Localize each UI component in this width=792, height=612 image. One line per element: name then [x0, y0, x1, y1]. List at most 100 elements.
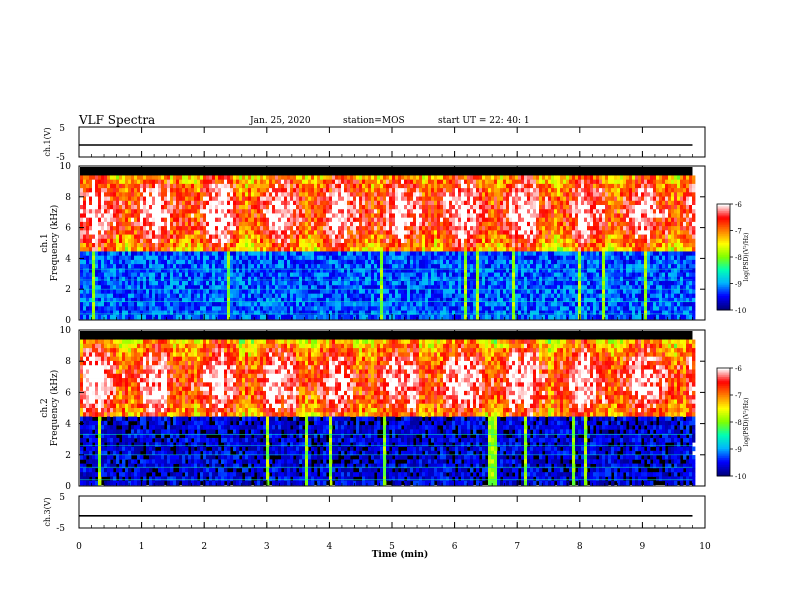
ch1-spectrogram-cell [206, 217, 210, 223]
ch1-spectrogram-cell [482, 192, 486, 197]
ch1-spectrogram-cell [275, 251, 279, 257]
ch1-spectrogram-cell [413, 179, 417, 185]
ch1-spectrogram-cell [230, 302, 234, 307]
ch1-spectrogram-cell [236, 293, 240, 299]
ch1-spectrogram-cell [188, 276, 192, 282]
ch1-spectrogram-cell [308, 196, 312, 202]
ch1-spectrogram-cell [503, 310, 507, 316]
ch1-spectrogram-cell [362, 196, 366, 202]
ch1-spectrogram-cell [176, 272, 180, 278]
ch1-spectrogram-cell [215, 310, 219, 316]
ch1-spectrogram-cell [278, 179, 282, 185]
ch1-spectrogram-cell [260, 281, 264, 286]
ch1-spectrogram-cell [197, 230, 201, 235]
ch1-spectrogram-cell [512, 243, 516, 248]
ch1-spectrogram-cell [218, 247, 222, 252]
ch1-spectrogram-cell [209, 217, 213, 223]
ch1-spectrogram-cell [395, 259, 399, 265]
ch1-spectrogram-cell [161, 264, 165, 269]
ch1-spectrogram-cell [107, 302, 111, 307]
ch1-spectrogram-cell [269, 314, 273, 320]
ch1-spectrogram-cell [470, 306, 474, 311]
ch1-spectrogram-cell [476, 272, 480, 278]
ch1-spectrogram-cell [398, 289, 402, 295]
ch1-spectrogram-cell [350, 302, 354, 307]
ch1-spectrogram-cell [329, 221, 333, 227]
ch1-spectrogram-cell [266, 255, 270, 261]
ch1-spectrogram-cell [467, 259, 471, 265]
ch1-spectrogram-cell [512, 276, 516, 282]
ch1-spectrogram-cell [230, 196, 234, 202]
ch1-spectrogram-cell [185, 268, 189, 273]
ch1-spectrogram-cell [467, 276, 471, 282]
ch1-spectrogram-cell [323, 276, 327, 282]
ch1-spectrogram-cell [437, 289, 441, 295]
ch1-spectrogram-cell [431, 314, 435, 320]
ch1-spectrogram-cell [359, 289, 363, 295]
ch1-spectrogram-cell [404, 217, 408, 223]
ch1-spectrogram-cell [347, 179, 351, 185]
ch1-spectrogram-cell [497, 264, 501, 269]
ch1-spectrogram-cell [212, 302, 216, 307]
ch1-spectrogram-cell [131, 230, 135, 235]
ch1-spectrogram-cell [86, 289, 90, 295]
ch1-spectrogram-cell [83, 293, 87, 299]
ch1-spectrogram-cell [260, 306, 264, 311]
ch1-spectrogram-cell [308, 234, 312, 240]
ch1-spectrogram-cell [374, 183, 378, 189]
ch1-spectrogram-cell [311, 183, 315, 189]
ch1-spectrogram-cell [392, 285, 396, 290]
ch1-spectrogram-cell [332, 259, 336, 265]
ch1-spectrogram-cell [209, 200, 213, 206]
ch1-spectrogram-cell [353, 179, 357, 185]
ch1-spectrogram-cell [155, 293, 159, 299]
ch1-spectrogram-cell [233, 272, 237, 278]
ch1-spectrogram-cell [194, 293, 198, 299]
ch1-spectrogram-cell [125, 297, 129, 303]
ch1-spectrogram-cell [482, 276, 486, 282]
ch1-spectrogram-cell [326, 306, 330, 311]
ch1-spectrogram-cell [107, 179, 111, 185]
ch1-spectrogram-cell [275, 179, 279, 185]
ch1-spectrogram-cell [134, 314, 138, 320]
ch1-spectrogram-cell [317, 213, 321, 219]
ch1-spectrogram-cell [311, 272, 315, 278]
ch1-spectrogram-cell [464, 175, 468, 181]
ch1-spectrogram-cell [401, 306, 405, 311]
ch1-spectrogram-cell [485, 238, 489, 244]
ch1-spectrogram-cell [497, 230, 501, 235]
ch1-spectrogram-cell [224, 243, 228, 248]
ch1-spectrogram-cell [122, 293, 126, 299]
ch1-spectrogram-cell [392, 310, 396, 316]
ch1-spectrogram-cell [284, 306, 288, 311]
ch1-spectrogram-cell [263, 255, 267, 261]
ch1-spectrogram-cell [320, 196, 324, 202]
ch1-spectrogram-cell [326, 259, 330, 265]
ch1-spectrogram-cell [311, 221, 315, 227]
ch1-spectrogram-cell [128, 226, 132, 231]
ch1-spectrogram-cell [455, 255, 459, 261]
ch1-spectrogram-cell [275, 213, 279, 219]
ch1-spectrogram-cell [248, 192, 252, 197]
ch1-spectrogram-cell [335, 293, 339, 299]
ch1-spectrogram-cell [389, 264, 393, 269]
ch1-spectrogram-cell [497, 213, 501, 219]
ch1-spectrogram-cell [83, 302, 87, 307]
ch1-spectrogram-cell [179, 293, 183, 299]
ch1-spectrogram-cell [272, 188, 276, 193]
ch1-spectrogram-cell [221, 230, 225, 235]
ch1-spectrogram-cell [89, 175, 93, 181]
ch1-spectrogram-cell [266, 247, 270, 252]
ch1-spectrogram-cell [425, 238, 429, 244]
ch1-spectrogram-cell [482, 213, 486, 219]
ch1-spectrogram-cell [107, 200, 111, 206]
ch1-spectrogram-cell [479, 289, 483, 295]
ch1-spectrogram-cell [188, 213, 192, 219]
ch1-spectrogram-cell [377, 289, 381, 295]
ch1-spectrogram-cell [434, 281, 438, 286]
ch1-spectrogram-cell [125, 314, 129, 320]
ch1-spectrogram-cell [512, 264, 516, 269]
ch1-spectrogram-cell [422, 314, 426, 320]
ch1-spectrogram-cell [443, 226, 447, 231]
ch1-spectrogram-cell [278, 209, 282, 214]
